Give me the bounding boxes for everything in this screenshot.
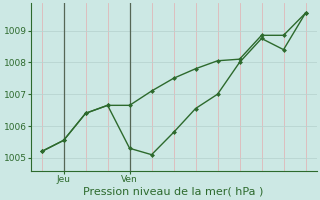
- X-axis label: Pression niveau de la mer( hPa ): Pression niveau de la mer( hPa ): [84, 187, 264, 197]
